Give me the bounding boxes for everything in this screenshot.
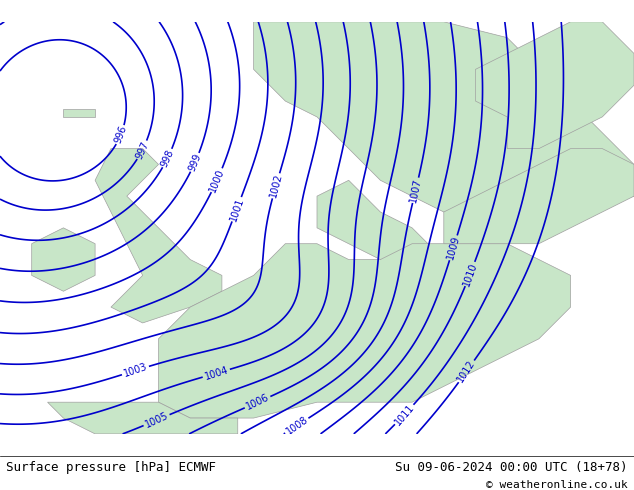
- Text: 1010: 1010: [462, 261, 479, 287]
- Text: 1004: 1004: [203, 365, 230, 382]
- Polygon shape: [48, 402, 238, 434]
- Text: 997: 997: [134, 140, 151, 160]
- Polygon shape: [158, 244, 571, 418]
- Text: Su 09-06-2024 00:00 UTC (18+78): Su 09-06-2024 00:00 UTC (18+78): [395, 461, 628, 474]
- Polygon shape: [63, 109, 95, 117]
- Text: 1003: 1003: [122, 362, 148, 379]
- Text: 1005: 1005: [143, 411, 170, 430]
- Text: 1006: 1006: [244, 392, 271, 412]
- Text: 1007: 1007: [408, 177, 423, 203]
- Text: 1009: 1009: [445, 235, 462, 261]
- Text: 999: 999: [187, 152, 203, 173]
- Text: 1008: 1008: [284, 415, 309, 437]
- Polygon shape: [444, 148, 634, 244]
- Polygon shape: [476, 22, 634, 148]
- Text: © weatheronline.co.uk: © weatheronline.co.uk: [486, 480, 628, 490]
- Polygon shape: [317, 180, 428, 260]
- Text: 998: 998: [159, 148, 176, 169]
- Text: 1012: 1012: [456, 358, 477, 385]
- Text: 1011: 1011: [392, 402, 416, 427]
- Text: 996: 996: [113, 124, 129, 145]
- Text: 1001: 1001: [228, 196, 245, 222]
- Polygon shape: [95, 148, 222, 323]
- Polygon shape: [254, 22, 634, 228]
- Polygon shape: [32, 228, 95, 291]
- Text: 1000: 1000: [208, 167, 226, 194]
- Text: 1002: 1002: [268, 172, 284, 199]
- Text: Surface pressure [hPa] ECMWF: Surface pressure [hPa] ECMWF: [6, 461, 216, 474]
